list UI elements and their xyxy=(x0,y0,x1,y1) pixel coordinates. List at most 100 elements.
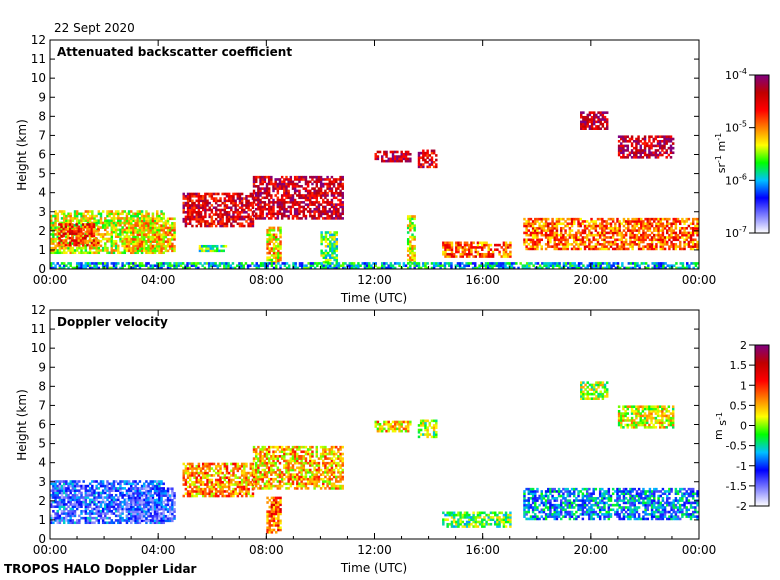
feature-region xyxy=(406,215,416,264)
colorbar-tick-label: 10-4 xyxy=(725,67,747,82)
y-tick-label: 10 xyxy=(31,341,46,355)
colorbar-tick-label: -0.5 xyxy=(726,440,747,453)
y-tick-label: 12 xyxy=(31,303,46,317)
colorbar-tick-label: -1.5 xyxy=(726,480,747,493)
x-tick-label: 04:00 xyxy=(141,543,176,557)
backscatter-x-axis: 00:00 04:00 08:00 12:00 16:00 20:00 00:00 xyxy=(33,40,717,287)
x-tick-label: 00:00 xyxy=(33,543,68,557)
y-tick-label: 10 xyxy=(31,71,46,85)
doppler-colorbar-unit: m s-1 xyxy=(712,412,729,440)
feature-region xyxy=(50,262,699,269)
x-tick-label: 08:00 xyxy=(249,273,284,287)
y-tick-label: 8 xyxy=(38,109,46,123)
y-tick-label: 5 xyxy=(38,437,46,451)
feature-region xyxy=(198,244,228,253)
x-tick-label: 12:00 xyxy=(357,273,392,287)
y-tick-label: 7 xyxy=(38,128,46,142)
feature-region xyxy=(617,135,675,159)
date-label: 22 Sept 2020 xyxy=(54,21,135,35)
feature-region xyxy=(182,462,255,498)
y-tick-label: 4 xyxy=(38,186,46,200)
feature-region xyxy=(320,231,339,264)
y-tick-label: 2 xyxy=(38,494,46,508)
colorbar-tick-label: 10-7 xyxy=(725,225,747,240)
x-tick-label: 08:00 xyxy=(249,543,284,557)
feature-region xyxy=(125,217,176,253)
y-tick-label: 1 xyxy=(38,513,46,527)
feature-region xyxy=(580,111,609,130)
y-tick-label: 9 xyxy=(38,360,46,374)
feature-region xyxy=(266,496,282,534)
feature-region xyxy=(252,175,344,220)
backscatter-colorbar-unit: sr-1 m-1 xyxy=(714,133,728,173)
y-tick-label: 9 xyxy=(38,90,46,104)
backscatter-colorbar: 10-7 10-6 10-5 10-4 sr-1 m-1 xyxy=(714,67,770,240)
feature-region xyxy=(125,487,176,523)
doppler-colorbar-ticks: -2 -1.5 -1 -0.5 0 0.5 1 1.5 2 xyxy=(726,339,755,513)
doppler-colorbar-bar xyxy=(754,344,770,507)
x-tick-label: 04:00 xyxy=(141,273,176,287)
feature-region xyxy=(523,487,699,521)
colorbar-tick-label: 0 xyxy=(740,420,747,433)
doppler-title: Doppler velocity xyxy=(57,315,168,329)
doppler-colorbar: -2 -1.5 -1 -0.5 0 0.5 1 1.5 2 m s-1 xyxy=(712,339,770,513)
doppler-velocity-features xyxy=(50,381,699,534)
y-tick-label: 11 xyxy=(31,52,46,66)
y-tick-label: 3 xyxy=(38,205,46,219)
y-tick-label: 12 xyxy=(31,33,46,47)
x-tick-label: 00:00 xyxy=(682,543,717,557)
x-tick-label: 12:00 xyxy=(357,543,392,557)
x-tick-label: 00:00 xyxy=(33,273,68,287)
feature-region xyxy=(58,223,100,247)
x-tick-label: 16:00 xyxy=(465,543,500,557)
y-tick-label: 5 xyxy=(38,167,46,181)
feature-region xyxy=(182,192,255,228)
feature-region xyxy=(580,381,609,400)
y-tick-label: 7 xyxy=(38,398,46,412)
feature-region xyxy=(252,445,344,490)
colorbar-tick-label: 0.5 xyxy=(730,399,748,412)
colorbar-tick-label: 2 xyxy=(740,339,747,352)
doppler-x-axis-label: Time (UTC) xyxy=(340,561,407,575)
feature-region xyxy=(417,149,438,169)
feature-region xyxy=(442,511,512,528)
y-tick-label: 6 xyxy=(38,418,46,432)
y-tick-label: 1 xyxy=(38,243,46,257)
x-tick-label: 00:00 xyxy=(682,273,717,287)
y-tick-label: 2 xyxy=(38,224,46,238)
y-tick-label: 8 xyxy=(38,379,46,393)
y-tick-label: 11 xyxy=(31,322,46,336)
feature-region xyxy=(617,405,675,429)
feature-region xyxy=(374,420,412,433)
feature-region xyxy=(442,241,512,258)
y-tick-label: 0 xyxy=(38,532,46,546)
backscatter-panel: Attenuated backscatter coefficient 01234… xyxy=(15,33,770,305)
colorbar-tick-label: 10-6 xyxy=(725,172,747,187)
backscatter-x-axis-label: Time (UTC) xyxy=(340,291,407,305)
feature-region xyxy=(266,226,282,264)
colorbar-tick-label: -2 xyxy=(736,500,747,513)
backscatter-colorbar-ticks: 10-7 10-6 10-5 10-4 xyxy=(725,67,755,240)
y-tick-label: 0 xyxy=(38,262,46,276)
feature-region xyxy=(417,419,438,439)
colorbar-tick-label: -1 xyxy=(736,460,747,473)
colorbar-tick-label: 10-5 xyxy=(725,120,747,135)
y-tick-label: 4 xyxy=(38,456,46,470)
doppler-x-axis: 00:00 04:00 08:00 12:00 16:00 20:00 00:00 xyxy=(33,310,717,557)
backscatter-title: Attenuated backscatter coefficient xyxy=(57,45,292,59)
backscatter-y-axis-label: Height (km) xyxy=(15,119,29,190)
y-tick-label: 3 xyxy=(38,475,46,489)
x-tick-label: 20:00 xyxy=(574,543,609,557)
backscatter-colorbar-bar xyxy=(754,74,770,234)
colorbar-tick-label: 1.5 xyxy=(730,359,748,372)
x-tick-label: 16:00 xyxy=(465,273,500,287)
feature-region xyxy=(523,217,699,251)
feature-region xyxy=(374,150,412,163)
colorbar-tick-label: 1 xyxy=(740,379,747,392)
doppler-y-axis-label: Height (km) xyxy=(15,389,29,460)
footer-instrument-label: TROPOS HALO Doppler Lidar xyxy=(4,562,197,576)
